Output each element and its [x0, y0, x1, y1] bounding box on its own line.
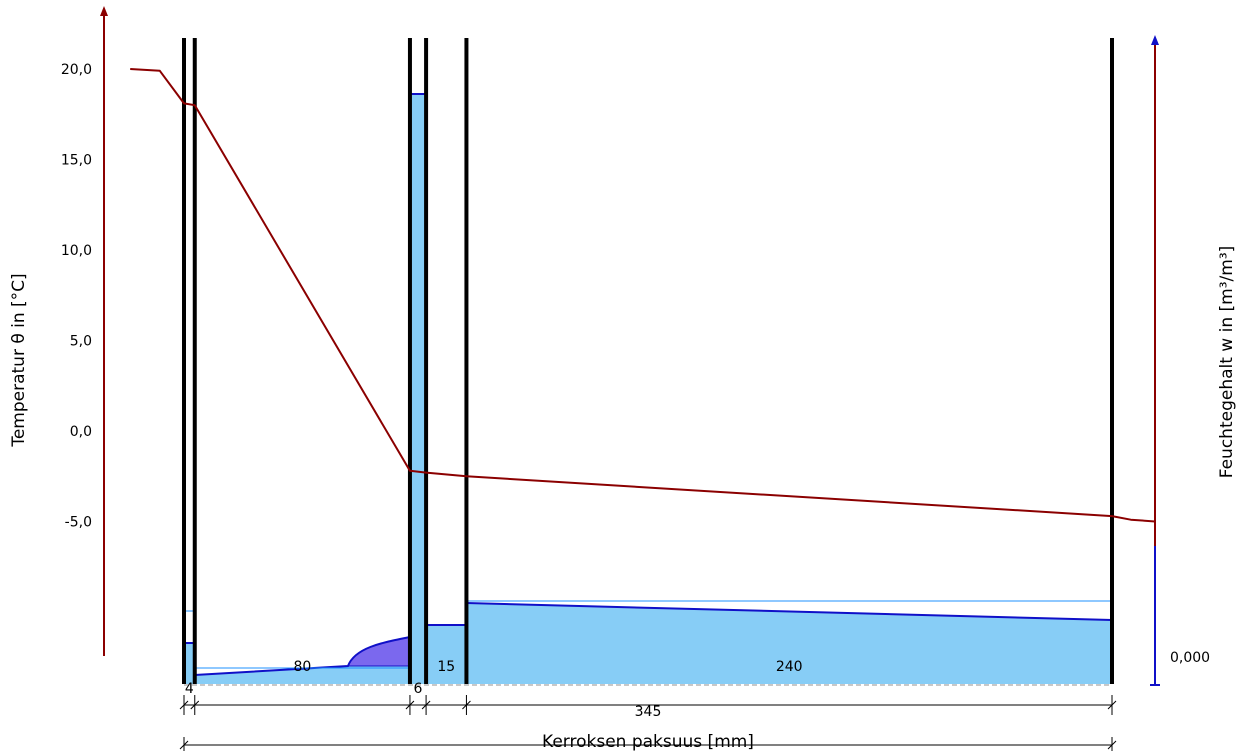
temperature-series [130, 68, 1156, 523]
layer-boundaries [182, 38, 1114, 684]
total-dimension-slash [179, 740, 189, 750]
left-axis-tick-label: 5,0 [70, 334, 92, 350]
layer-label: 6 [414, 681, 423, 697]
layer-label: 4 [185, 681, 194, 697]
left-axis-tick-label: 20,0 [61, 62, 92, 78]
left-axis-title: Temperatur θ in [°C] [9, 273, 29, 447]
moisture-fill-layer-4 [426, 625, 467, 684]
moisture-fills [184, 93, 1113, 686]
layer-dimension-slash [179, 700, 189, 710]
left-axis-arrow-icon [100, 6, 108, 16]
layer-dimension-slash [462, 700, 471, 710]
condensation-zone [347, 636, 411, 667]
left-axis-tick-label: 10,0 [61, 243, 92, 259]
temperature-profile-line [130, 68, 1156, 523]
moisture-fill-layer-1 [184, 643, 195, 684]
moisture-fill-layer-5 [466, 603, 1112, 684]
moisture-line-layer-2 [194, 636, 411, 676]
moisture-line-layer-5 [466, 602, 1113, 621]
left-axis-tick-label: 0,0 [70, 424, 92, 440]
axes: 20,0 15,0 10,0 5,0 0,0 -5,0 [61, 6, 1160, 686]
right-axis-title: Feuchtegehalt w in [m³/m³] [1217, 246, 1237, 479]
right-axis-tick-label: 0,000 [1170, 650, 1210, 666]
total-thickness-label: 345 [635, 704, 662, 720]
layer-dimension-slash [421, 700, 431, 710]
layer-dimension-slash [1107, 700, 1117, 710]
right-axis-arrow-icon [1151, 35, 1159, 45]
labels: 4 80 6 15 240 [179, 659, 1117, 751]
moisture-fill-layer-3 [409, 94, 427, 684]
left-axis-tick-label: -5,0 [65, 515, 92, 531]
x-axis-title: Kerroksen paksuus [mm] [542, 732, 754, 752]
layer-label: 15 [437, 659, 455, 675]
total-dimension-slash [1107, 740, 1117, 750]
layer-label: 240 [776, 659, 803, 675]
moisture-fill-layer-2 [194, 665, 410, 684]
layer-dimension-slash [405, 700, 415, 710]
layer-dimension-slash [190, 700, 200, 710]
left-axis-tick-label: 15,0 [61, 153, 92, 169]
layer-label: 80 [293, 659, 311, 675]
